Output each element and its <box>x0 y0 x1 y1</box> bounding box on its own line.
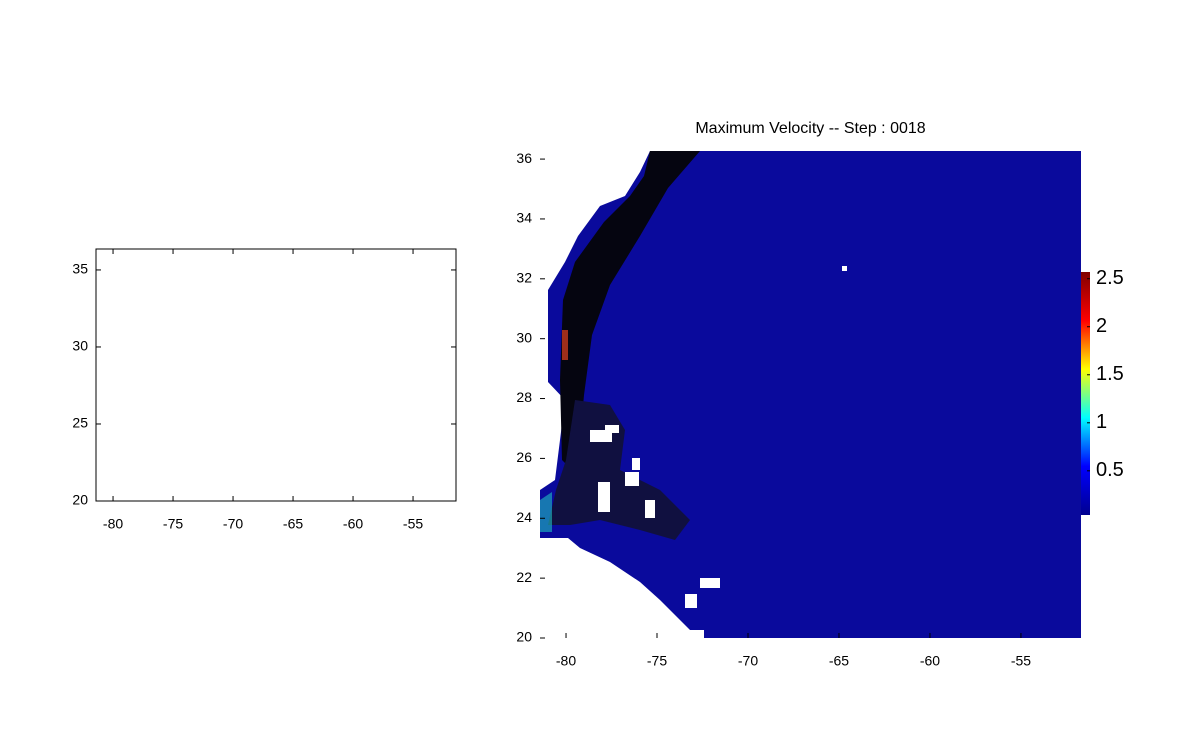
x-tick-label: -80 <box>556 653 576 669</box>
y-tick-label: 30 <box>72 338 88 354</box>
colorbar-tick-label: 1 <box>1096 411 1107 433</box>
island <box>690 630 704 638</box>
x-tick-label: -60 <box>343 516 363 532</box>
current-edge <box>540 492 552 532</box>
y-tick-label: 26 <box>516 449 532 465</box>
islands <box>590 266 847 638</box>
island <box>685 594 697 608</box>
x-tick-label: -80 <box>103 516 123 532</box>
colorbar <box>1081 272 1090 515</box>
island <box>700 578 720 588</box>
y-tick-label: 35 <box>72 261 88 277</box>
x-tick-label: -75 <box>647 653 667 669</box>
colorbar-tick-label: 0.5 <box>1096 459 1124 481</box>
chart-title: Maximum Velocity -- Step : 0018 <box>695 120 925 137</box>
x-tick-label: -55 <box>403 516 423 532</box>
x-tick-label: -65 <box>829 653 849 669</box>
island <box>645 500 655 518</box>
x-tick-label: -60 <box>920 653 940 669</box>
island <box>632 458 640 470</box>
velocity-field <box>540 151 1081 638</box>
y-tick-label: 25 <box>72 415 88 431</box>
y-tick-label: 20 <box>72 492 88 508</box>
x-tick-label: -65 <box>283 516 303 532</box>
y-tick-label: 36 <box>516 150 532 166</box>
colorbar-tick-label: 2 <box>1096 315 1107 337</box>
y-tick-label: 20 <box>516 629 532 645</box>
y-tick-label: 24 <box>516 509 532 525</box>
y-tick-label: 34 <box>516 210 532 226</box>
x-tick-label: -55 <box>1011 653 1031 669</box>
x-tick-label: -70 <box>223 516 243 532</box>
island <box>605 425 619 433</box>
y-tick-label: 22 <box>516 569 532 585</box>
y-tick-label: 30 <box>516 329 532 345</box>
y-tick-label: 32 <box>516 270 532 286</box>
y-tick-label: 28 <box>516 389 532 405</box>
island <box>842 266 847 271</box>
axes-box <box>95 248 457 502</box>
island <box>598 482 610 512</box>
x-tick-label: -75 <box>163 516 183 532</box>
colorbar-tick-label: 1.5 <box>1096 363 1124 385</box>
x-tick-label: -70 <box>738 653 758 669</box>
current-edge <box>562 330 568 360</box>
colorbar-tick-label: 2.5 <box>1096 267 1124 289</box>
island <box>625 472 639 486</box>
